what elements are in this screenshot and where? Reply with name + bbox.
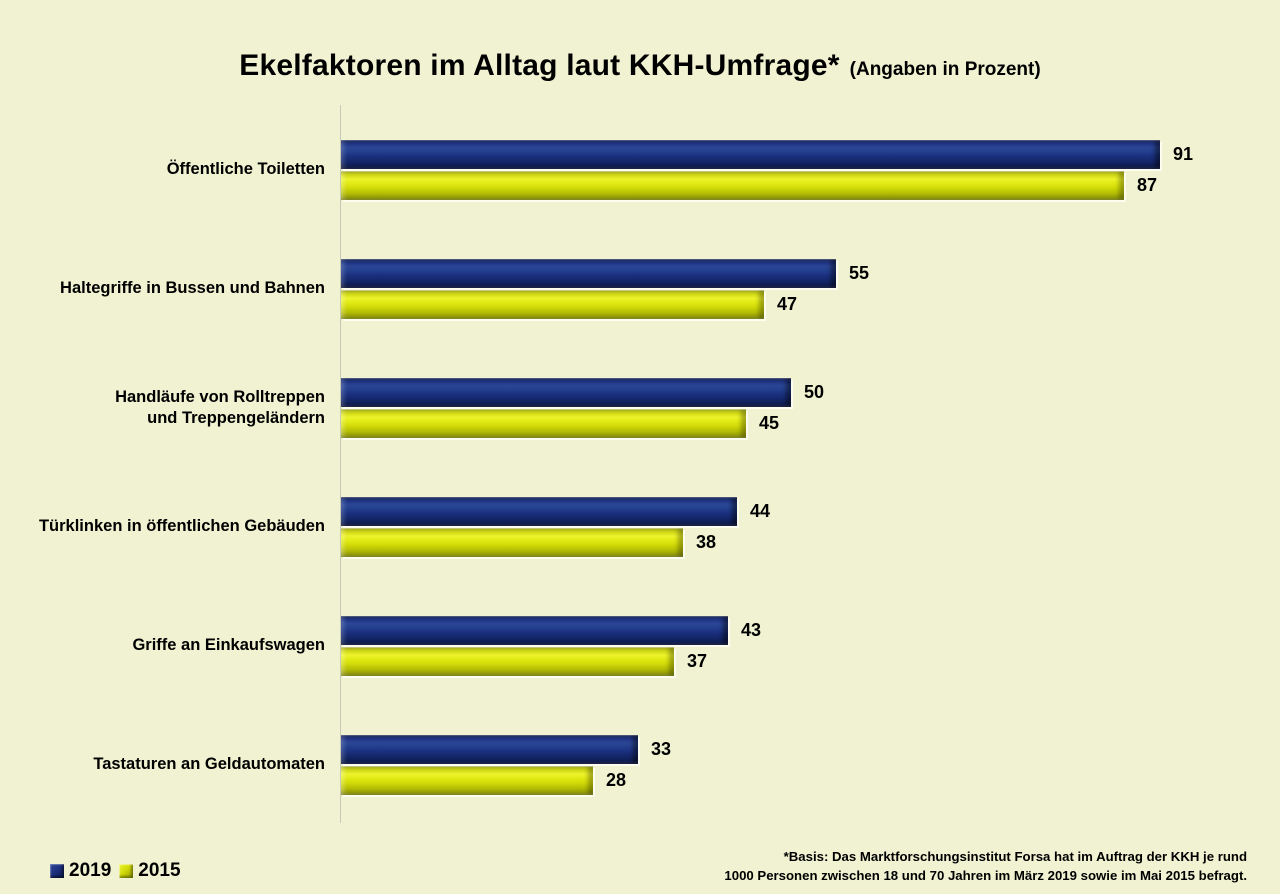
category-row: Türklinken in öffentlichen Gebäuden 44 38 xyxy=(0,467,1280,586)
footnote: *Basis: Das Marktforschungsinstitut Fors… xyxy=(724,848,1247,885)
bar-line-2019: 50 xyxy=(341,377,824,408)
category-row: Haltegriffe in Bussen und Bahnen 55 47 xyxy=(0,229,1280,348)
legend-label-2015: 2015 xyxy=(138,860,181,881)
category-row: Tastaturen an Geldautomaten 33 28 xyxy=(0,705,1280,824)
bar-line-2019: 91 xyxy=(341,139,1193,170)
bar-2019 xyxy=(341,139,1160,169)
footnote-line-2: 1000 Personen zwischen 18 und 70 Jahren … xyxy=(724,867,1247,883)
bar-pair: 44 38 xyxy=(341,496,770,558)
legend-item-2015: 2015 xyxy=(119,860,181,882)
value-label-2015: 45 xyxy=(759,412,780,433)
bar-2019 xyxy=(341,734,638,764)
bar-2015 xyxy=(341,765,593,795)
bar-2015 xyxy=(341,408,746,438)
bar-line-2019: 33 xyxy=(341,734,671,765)
category-label: Haltegriffe in Bussen und Bahnen xyxy=(60,279,325,297)
legend: 2019 2015 xyxy=(50,860,189,882)
bar-line-2015: 28 xyxy=(341,765,671,796)
bar-2015 xyxy=(341,646,674,676)
bar-pair: 50 45 xyxy=(341,377,824,439)
legend-swatch-2015-icon xyxy=(119,864,134,878)
bar-line-2019: 44 xyxy=(341,496,770,527)
value-label-2015: 47 xyxy=(777,293,798,314)
value-label-2019: 43 xyxy=(741,619,762,640)
bar-pair: 91 87 xyxy=(341,139,1193,201)
bar-line-2015: 87 xyxy=(341,170,1193,201)
category-label: Handläufe von Rolltreppen und Treppengel… xyxy=(115,387,325,427)
category-row: Handläufe von Rolltreppen und Treppengel… xyxy=(0,348,1280,467)
value-label-2019: 44 xyxy=(750,500,771,521)
category-label: Griffe an Einkaufswagen xyxy=(132,636,325,654)
value-label-2019: 91 xyxy=(1173,143,1194,164)
bar-line-2015: 38 xyxy=(341,527,770,558)
category-label: Öffentliche Toiletten xyxy=(166,160,325,178)
bar-2019 xyxy=(341,615,728,645)
category-row: Öffentliche Toiletten 91 87 xyxy=(0,110,1280,229)
category-label: Tastaturen an Geldautomaten xyxy=(93,755,325,773)
bar-2015 xyxy=(341,289,764,319)
bar-2019 xyxy=(341,496,737,526)
footnote-line-1: *Basis: Das Marktforschungsinstitut Fors… xyxy=(783,849,1247,864)
bar-2019 xyxy=(341,258,836,288)
chart-title-main: Ekelfaktoren im Alltag laut KKH-Umfrage* xyxy=(239,49,840,82)
bar-line-2015: 45 xyxy=(341,408,824,439)
legend-item-2019: 2019 xyxy=(50,860,111,882)
legend-swatch-2019-icon xyxy=(50,864,64,878)
chart-title-sub: (Angaben in Prozent) xyxy=(849,59,1041,80)
value-label-2015: 28 xyxy=(606,769,627,790)
value-label-2019: 55 xyxy=(849,262,870,283)
legend-label-2019: 2019 xyxy=(69,860,112,881)
bar-line-2015: 37 xyxy=(341,646,761,677)
value-label-2015: 38 xyxy=(696,531,717,552)
bar-line-2019: 43 xyxy=(341,615,761,646)
bar-pair: 43 37 xyxy=(341,615,761,677)
bar-2019 xyxy=(341,377,791,407)
chart-title: Ekelfaktoren im Alltag laut KKH-Umfrage*… xyxy=(0,49,1280,83)
category-row: Griffe an Einkaufswagen 43 37 xyxy=(0,586,1280,705)
bar-pair: 33 28 xyxy=(341,734,671,796)
value-label-2019: 33 xyxy=(651,738,672,759)
bar-2015 xyxy=(341,170,1124,200)
bar-rows: Öffentliche Toiletten 91 87 Haltegriffe in … xyxy=(0,110,1280,824)
value-label-2015: 87 xyxy=(1137,174,1158,195)
y-axis-line xyxy=(340,105,341,823)
bar-line-2019: 55 xyxy=(341,258,869,289)
bar-pair: 55 47 xyxy=(341,258,869,320)
plot-area: Öffentliche Toiletten 91 87 Haltegriffe in … xyxy=(0,105,1280,824)
bar-line-2015: 47 xyxy=(341,289,869,320)
bar-2015 xyxy=(341,527,683,557)
category-label: Türklinken in öffentlichen Gebäuden xyxy=(38,517,325,535)
value-label-2015: 37 xyxy=(687,650,708,671)
value-label-2019: 50 xyxy=(804,381,825,402)
